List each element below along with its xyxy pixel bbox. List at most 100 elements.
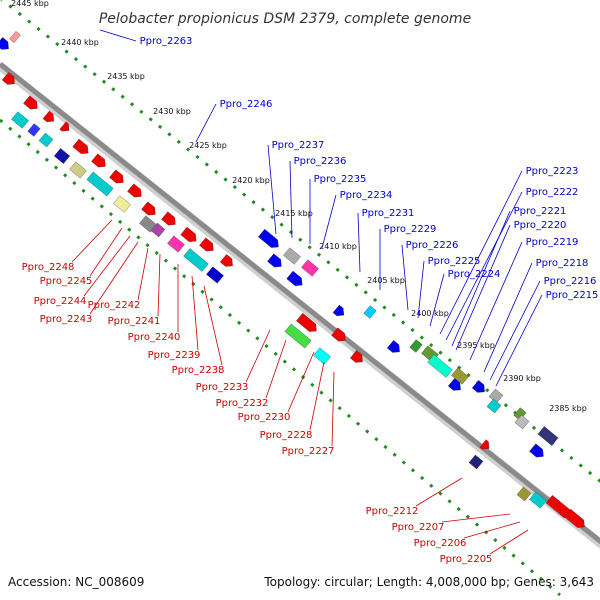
plus-strand-gene-labels: Ppro_2263 Ppro_2246 Ppro_2237 Ppro_2236 Ppro… (99, 29, 599, 387)
ruler-tick-label: 2445 kbp (11, 0, 49, 8)
minus-gene-leader-line (265, 339, 287, 399)
gene-feature-33 (296, 312, 317, 332)
plus-gene-leader-line (445, 191, 523, 341)
gene-feature-8 (91, 153, 106, 168)
minus-gene-leader-line (89, 241, 139, 315)
minus-gene-leader-line (71, 219, 113, 263)
gene-feature-31 (267, 253, 282, 268)
plus-gene-label: Ppro_2229 (384, 224, 437, 235)
gene-feature-13 (180, 226, 197, 242)
gene-feature-51 (537, 426, 559, 446)
plus-gene-leader-line (321, 194, 337, 249)
minus-gene-label: Ppro_2228 (260, 430, 313, 441)
minus-gene-label: Ppro_2206 (414, 538, 467, 549)
gene-feature-34 (284, 323, 312, 349)
ruler-tick-label: 2410 kbp (319, 242, 357, 251)
minus-gene-label: Ppro_2245 (40, 276, 93, 287)
plus-gene-leader-line (401, 244, 409, 311)
gene-feature-18 (38, 132, 54, 148)
minus-gene-leader-line (157, 253, 161, 317)
plus-gene-leader-line (357, 212, 361, 273)
gene-feature-16 (11, 111, 29, 129)
gene-feature-32 (286, 270, 303, 286)
plus-gene-leader-line (429, 273, 445, 327)
gene-feature-50 (514, 414, 530, 430)
gene-feature-27 (206, 266, 224, 284)
ruler-track-1 (0, 0, 600, 483)
genome-backbone (0, 62, 600, 549)
minus-gene-leader-line (415, 477, 463, 507)
accession-text: Accession: NC_008609 (8, 575, 144, 589)
ruler-track-2 (0, 118, 561, 597)
minus-gene-label: Ppro_2207 (392, 522, 445, 533)
plus-gene-leader-line (489, 280, 541, 381)
plus-gene-leader-line (439, 170, 523, 335)
gene-feature-41 (409, 339, 423, 353)
gene-feature-29 (283, 247, 301, 265)
gene-feature-58 (564, 508, 585, 528)
plus-gene-label: Ppro_2220 (514, 220, 567, 231)
minus-gene-leader-line (83, 235, 131, 297)
gene-feature-26 (183, 248, 209, 272)
plus-gene-leader-line (267, 144, 277, 235)
ruler-tick-label: 2435 kbp (107, 72, 145, 81)
minus-gene-leader-line (331, 371, 335, 447)
minus-gene-leader-line (137, 247, 149, 301)
gene-feature-12 (161, 211, 176, 226)
ruler-tick-label: 2400 kbp (411, 309, 449, 318)
ruler-tick-label: 2385 kbp (549, 404, 587, 413)
gene-feature-36 (331, 327, 346, 342)
plus-gene-label: Ppro_2221 (514, 206, 567, 217)
plus-gene-label: Ppro_2236 (294, 156, 347, 167)
minus-gene-label: Ppro_2243 (40, 314, 93, 325)
gene-feature-3 (1, 72, 15, 85)
minus-gene-label: Ppro_2238 (172, 365, 225, 376)
gene-feature-55 (516, 486, 532, 502)
plus-gene-leader-line (455, 224, 511, 351)
gene-feature-40 (386, 340, 400, 353)
plus-gene-label: Ppro_2234 (340, 190, 393, 201)
ruler-tick-label: 2440 kbp (61, 38, 99, 47)
gene-feature-43 (427, 354, 453, 378)
gene-feature-38 (332, 304, 345, 317)
plus-gene-label: Ppro_2223 (526, 166, 579, 177)
minus-gene-leader-line (489, 529, 529, 555)
plus-gene-label: Ppro_2216 (544, 276, 597, 287)
plus-gene-leader-line (469, 241, 523, 361)
ruler-tick-label: 2420 kbp (232, 176, 270, 185)
plus-gene-label: Ppro_2219 (526, 237, 579, 248)
gene-feature-4 (23, 95, 38, 110)
plus-gene-leader-line (417, 260, 425, 319)
plus-gene-label: Ppro_2224 (448, 269, 501, 280)
minus-strand-gene-labels: Ppro_2248 Ppro_2245 Ppro_2244 Ppro_2243 Ppro… (22, 219, 529, 565)
ruler-tick-label: 2430 kbp (153, 107, 191, 116)
gene-feature-11 (141, 201, 156, 216)
plus-gene-leader-line (195, 103, 217, 143)
gene-feature-21 (86, 171, 114, 197)
gene-feature-25 (167, 235, 185, 253)
gene-feature-7 (72, 138, 89, 154)
gene-feature-52 (529, 443, 544, 458)
ruler-tick-labels: 2445 kbp 2440 kbp 2435 kbp 2430 kbp 2425 kbp… (11, 0, 587, 413)
minus-gene-label: Ppro_2233 (196, 382, 249, 393)
gene-feature-22 (113, 195, 131, 213)
minus-gene-label: Ppro_2240 (128, 332, 181, 343)
gene-feature-14 (199, 237, 214, 252)
gene-feature-5 (42, 110, 55, 123)
gene-feature-54 (479, 439, 490, 450)
minus-gene-label: Ppro_2212 (366, 506, 419, 517)
gene-feature-56 (529, 491, 547, 509)
plus-gene-label: Ppro_2215 (546, 290, 599, 301)
gene-feature-35 (313, 347, 331, 365)
gene-feature-44 (451, 367, 469, 385)
ruler-tick-label: 2390 kbp (503, 374, 541, 383)
gene-feature-19 (53, 148, 71, 164)
gene-feature-1 (0, 37, 9, 50)
ruler-tick-label: 2425 kbp (189, 141, 227, 150)
plus-gene-label: Ppro_2237 (272, 140, 325, 151)
map-title: Pelobacter propionicus DSM 2379, complet… (99, 11, 471, 27)
minus-gene-label: Ppro_2230 (238, 412, 291, 423)
gene-feature-9 (109, 169, 124, 184)
